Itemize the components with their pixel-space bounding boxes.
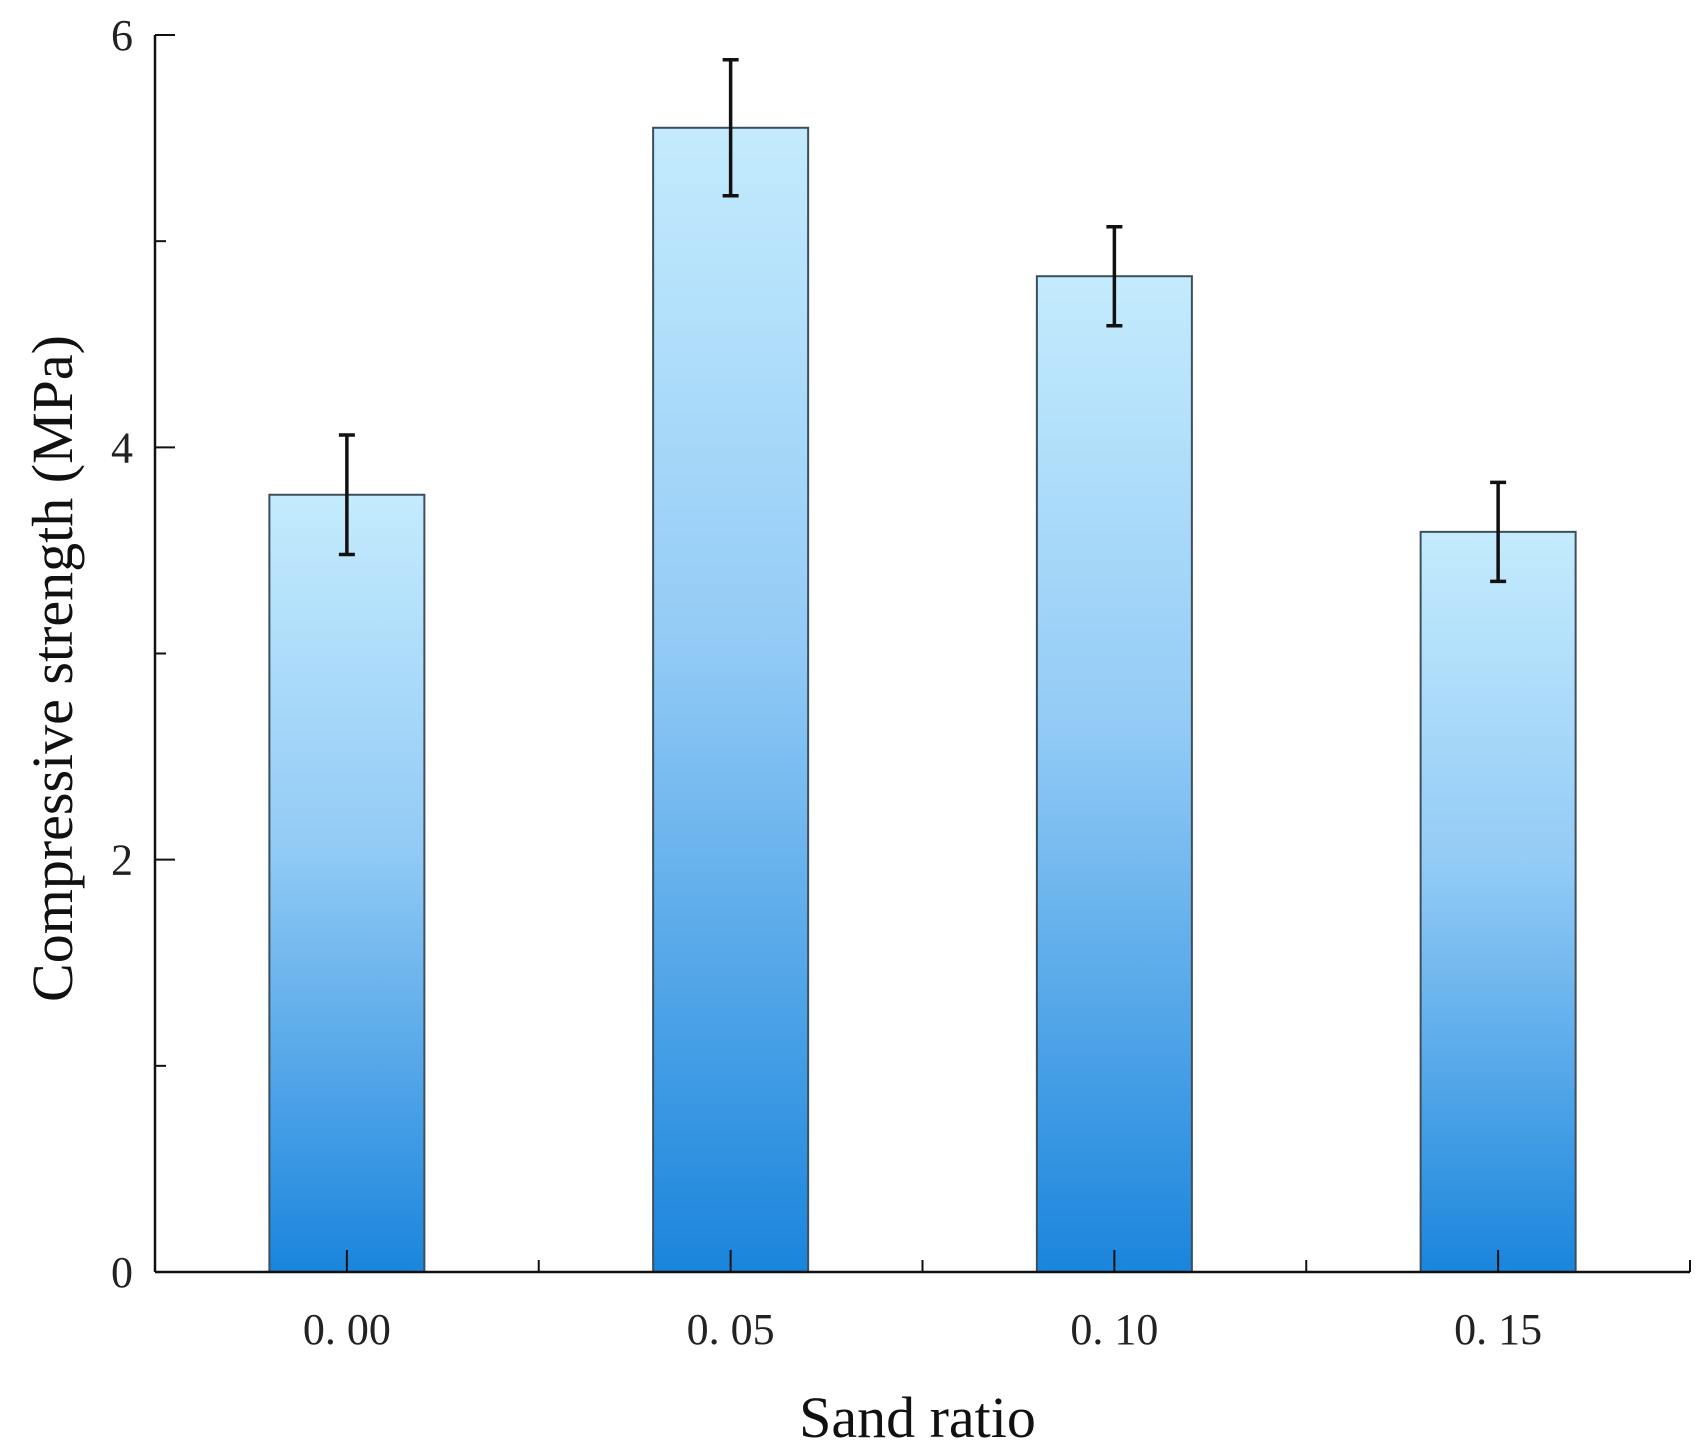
y-tick-label-4: 4	[111, 423, 133, 472]
x-tick-label-2: 0. 10	[1070, 1305, 1158, 1354]
y-tick-label-2: 2	[111, 836, 133, 885]
ticks-group: 0. 00 0. 05 0. 10 0. 15 0 2 4 6	[111, 11, 1691, 1354]
x-tick-label-3: 0. 15	[1454, 1305, 1542, 1354]
x-axis-title: Sand ratio	[799, 1385, 1036, 1450]
x-tick-label-1: 0. 05	[687, 1305, 775, 1354]
bar-2	[1035, 275, 1193, 1273]
x-tick-label-0: 0. 00	[303, 1305, 391, 1354]
bars-group	[268, 126, 1577, 1274]
error-bars-group	[338, 57, 1507, 584]
bar-0	[268, 493, 426, 1274]
bar-3	[1419, 530, 1577, 1273]
y-axis-title: Compressive strength (MPa)	[20, 335, 85, 1002]
bar-1	[652, 126, 810, 1273]
y-tick-label-6: 6	[111, 11, 133, 60]
y-tick-label-0: 0	[111, 1248, 133, 1297]
